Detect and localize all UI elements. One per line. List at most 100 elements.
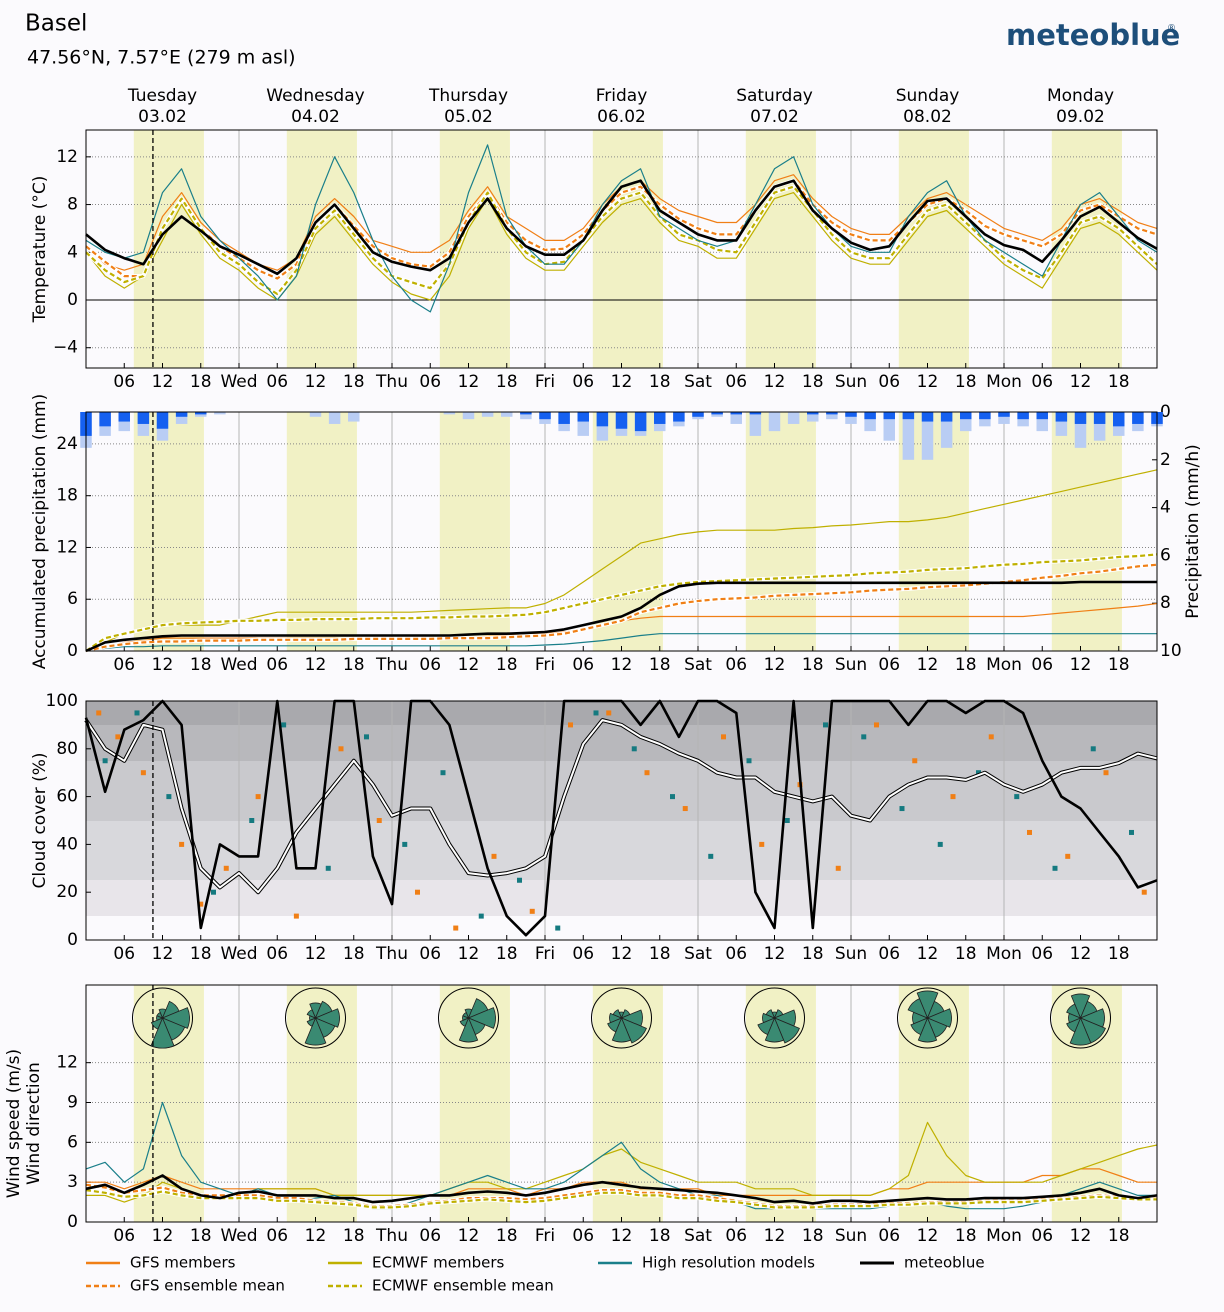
x-tick-label: 18 — [802, 944, 824, 964]
cloud-point — [223, 865, 229, 871]
x-tick-label: 18 — [649, 655, 671, 675]
wind-rose-sector — [609, 1012, 623, 1024]
x-tick-label: 12 — [1070, 655, 1092, 675]
y-tick-label: 0 — [67, 290, 78, 310]
wind-rose-sector — [314, 1008, 340, 1028]
x-tick-label: 18 — [649, 1226, 671, 1246]
cloud-point — [249, 818, 255, 823]
member-line — [86, 1121, 1158, 1203]
cloud-point — [364, 734, 369, 740]
x-tick-label: 12 — [305, 372, 327, 392]
x-tick-label: Mon — [986, 944, 1022, 964]
precip-bar — [902, 412, 915, 460]
plot-frame — [85, 700, 1158, 941]
cloud-point — [784, 818, 790, 823]
precip-bar — [673, 412, 685, 422]
wind-rose-sector — [611, 1016, 632, 1043]
precip-bar — [979, 412, 991, 420]
day-name: Monday — [1047, 86, 1114, 106]
wind-rose-sector — [910, 1017, 929, 1036]
x-tick-label: Wed — [220, 1226, 257, 1246]
y-tick-label: 0 — [67, 641, 78, 661]
daylight-band — [592, 412, 663, 651]
precip-bar — [787, 412, 800, 424]
cloud-point — [606, 710, 612, 716]
x-tick-label: 12 — [611, 1226, 633, 1246]
cloud-point — [140, 770, 146, 776]
x-tick-label: 12 — [764, 372, 786, 392]
cloud-point — [517, 877, 522, 883]
cloud-point — [491, 853, 497, 859]
legend-label: ECMWF ensemble mean — [372, 1277, 554, 1295]
x-tick-label: 12 — [458, 1226, 480, 1246]
daylight-band — [286, 130, 357, 368]
cloud-point — [631, 746, 637, 752]
precip-bar — [348, 412, 360, 422]
x-tick-label: 18 — [955, 655, 977, 675]
precip-bar — [1074, 412, 1087, 424]
daylight-band — [133, 130, 204, 368]
day-date: 07.02 — [750, 107, 799, 127]
wind-rose-sector — [462, 1011, 470, 1019]
cloud-point — [376, 818, 382, 823]
wind-rose-sector — [620, 1017, 647, 1044]
plot-frame — [85, 411, 1158, 652]
plot-frame — [85, 984, 1158, 1223]
precip-bar — [214, 412, 226, 415]
day-name: Thursday — [428, 86, 508, 106]
cloud-point — [102, 758, 108, 764]
legend-label: High resolution models — [642, 1254, 815, 1272]
x-tick-label: 18 — [190, 1226, 212, 1246]
x-tick-label: 18 — [955, 372, 977, 392]
x-tick-label: 18 — [802, 1226, 824, 1246]
x-tick-label: Thu — [375, 372, 408, 392]
wind-rose-sector — [762, 1012, 776, 1024]
x-tick-label: 18 — [649, 372, 671, 392]
x-tick-label: 12 — [764, 655, 786, 675]
day-date: 05.02 — [444, 107, 493, 127]
precip-bar — [883, 412, 895, 441]
precip-bar — [577, 412, 589, 436]
x-tick-label: 18 — [802, 372, 824, 392]
precip-bar — [864, 412, 876, 432]
y-tick-label: 18 — [56, 486, 78, 506]
wind-rose-sector — [459, 1017, 470, 1027]
cloud-point — [293, 913, 299, 919]
wind-rose-sector — [306, 1009, 317, 1019]
y2-tick-label: 0 — [1160, 402, 1171, 422]
precip-bar — [902, 412, 915, 420]
cloud-point — [1014, 794, 1020, 800]
y-tick-label: 9 — [67, 1093, 78, 1113]
wind-rose-ring — [591, 987, 652, 1049]
cloud-point — [721, 734, 726, 740]
x-tick-label: 06 — [725, 944, 747, 964]
wind-rose-sector — [926, 1008, 952, 1028]
precip-bar — [137, 412, 150, 424]
x-tick-label: 12 — [1070, 372, 1092, 392]
cloud-point — [115, 734, 121, 740]
precip-bar — [175, 412, 188, 417]
y-tick-label: 20 — [56, 882, 78, 902]
day-name: Wednesday — [266, 86, 364, 106]
location-title: Basel — [25, 11, 87, 37]
precip-bar — [99, 412, 111, 427]
x-tick-label: Mon — [986, 655, 1022, 675]
mean-line — [85, 719, 1158, 894]
legend-label: ECMWF members — [372, 1254, 504, 1272]
cloud-point — [746, 758, 752, 764]
panel: 06 12 18 Wed 06 12 18 Thu 06 12 18 Fri 06 12 18 Sat 06 12… — [30, 394, 1203, 675]
precip-bar — [998, 412, 1010, 424]
day-date: 04.02 — [291, 107, 340, 127]
wind-rose-ring — [285, 987, 346, 1049]
precip-bar — [807, 412, 819, 415]
y2-tick-label: 6 — [1160, 545, 1171, 565]
cloud-point — [453, 925, 459, 931]
precip-bar — [1036, 412, 1048, 420]
x-tick-label: 12 — [305, 655, 327, 675]
x-tick-label: 12 — [152, 372, 174, 392]
daylight-band — [898, 130, 969, 368]
x-tick-label: 06 — [266, 944, 288, 964]
wind-rose-sector — [765, 1009, 776, 1019]
precip-bar — [634, 412, 647, 432]
